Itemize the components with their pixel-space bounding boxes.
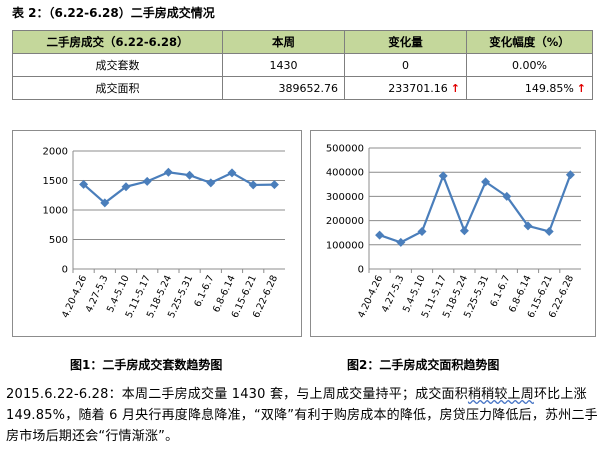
y-tick-label: 1000 — [43, 206, 68, 217]
summary-part-2: 稍稍较上周 — [467, 387, 534, 402]
x-tick-label: 4.20-4.26 — [60, 274, 89, 320]
header-pct: 变化幅度（%） — [466, 30, 593, 54]
y-tick-label: 500 — [49, 235, 68, 246]
chart-1-frame: 0 500 1000 1500 2000 4.20-4.26 4.27-5.3 5.4-5.1… — [12, 130, 302, 337]
data-point — [565, 170, 575, 180]
chart-1: 05001000150020004.20-4.264.27-5.35.4-5.1… — [43, 147, 285, 320]
row-label: 成交面积 — [12, 76, 223, 100]
y-tick-label: 0 — [62, 265, 68, 276]
data-point — [481, 177, 491, 187]
data-point — [227, 168, 237, 178]
data-point — [206, 178, 216, 188]
data-point — [269, 180, 279, 190]
row-change-value: 0 — [402, 58, 409, 72]
table-row: 成交套数 1430 0 0.00% — [12, 53, 593, 77]
table-header-row: 二手房成交（6.22-6.28） 本周 变化量 变化幅度（%） — [12, 30, 593, 54]
x-tick-label: 4.20-4.26 — [356, 274, 385, 320]
row-week: 1430 — [222, 53, 345, 77]
data-point — [121, 182, 131, 192]
row-week: 389652.76 — [222, 76, 345, 100]
header-change: 变化量 — [344, 30, 467, 54]
data-point — [163, 167, 173, 177]
data-point — [142, 176, 152, 186]
y-tick-label: 1500 — [43, 176, 68, 187]
row-change: 0 — [344, 53, 467, 77]
data-point — [502, 191, 512, 201]
row-pct: 149.85% ↑ — [466, 76, 593, 100]
row-pct: 0.00% — [466, 53, 593, 77]
table-title: 表 2：（6.22-6.28）二手房成交情况 — [12, 6, 215, 20]
summary-part-3: 环比上涨 149.85%，随着 6 月央行再度降息降准，“双降”有利于购房成本的… — [6, 387, 598, 444]
series-line — [82, 171, 275, 205]
row-pct-value: 149.85% — [524, 81, 574, 95]
data-point — [396, 237, 406, 247]
summary-part-1: 2015.6.22-6.28：本周二手房成交量 1430 套，与上周成交量持平；… — [6, 387, 468, 402]
data-point — [417, 226, 427, 236]
y-tick-label: 500000 — [326, 144, 364, 155]
data-point — [185, 170, 195, 180]
data-point — [544, 226, 554, 236]
data-point — [248, 180, 258, 190]
summary-paragraph: 2015.6.22-6.28：本周二手房成交量 1430 套，与上周成交量持平；… — [6, 384, 598, 447]
data-point — [100, 198, 110, 208]
stats-table: 二手房成交（6.22-6.28） 本周 变化量 变化幅度（%） 成交套数 143… — [12, 30, 593, 100]
data-point — [375, 230, 385, 240]
row-pct-value: 0.00% — [512, 58, 547, 72]
row-change: 233701.16 ↑ — [344, 76, 467, 100]
chart-2-frame: 0 100000 200000 300000 400000 500000 4.20-4.26… — [310, 130, 596, 337]
header-week: 本周 — [222, 30, 345, 54]
up-arrow-icon: ↑ — [450, 81, 460, 95]
header-category: 二手房成交（6.22-6.28） — [12, 30, 223, 54]
chart-2-caption: 图2：二手房成交面积趋势图 — [347, 358, 500, 372]
y-tick-label: 0 — [358, 265, 364, 276]
up-arrow-icon: ↑ — [576, 81, 586, 95]
row-label: 成交套数 — [12, 53, 223, 77]
data-point — [523, 221, 533, 231]
data-point — [438, 171, 448, 181]
series-line — [379, 172, 572, 244]
y-tick-label: 400000 — [326, 168, 364, 179]
chart-2: 0 100000 200000 300000 400000 500000 4.20-4.26… — [326, 144, 581, 320]
y-tick-label: 100000 — [326, 240, 364, 251]
table-row: 成交面积 389652.76 233701.16 ↑ 149.85% ↑ — [12, 76, 593, 100]
data-point — [459, 226, 469, 236]
y-tick-label: 2000 — [43, 147, 68, 158]
y-tick-label: 300000 — [326, 192, 364, 203]
row-change-value: 233701.16 — [388, 81, 448, 95]
data-point — [79, 179, 89, 189]
y-tick-label: 200000 — [326, 216, 364, 227]
chart-1-caption: 图1：二手房成交套数趋势图 — [70, 358, 223, 372]
